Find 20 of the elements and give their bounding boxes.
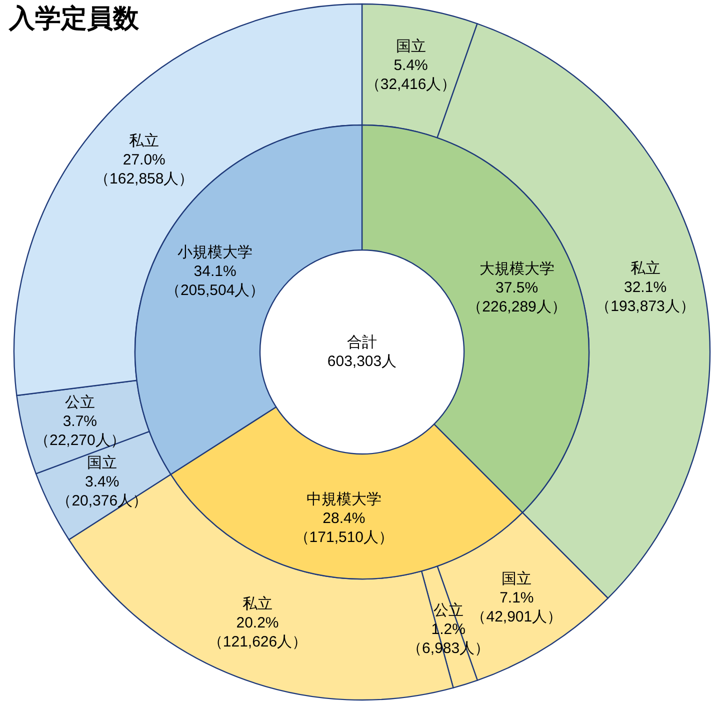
slice-label: 中規模大学 xyxy=(306,491,382,508)
slice-label: 国立 xyxy=(87,454,118,472)
slice-label: 大規模大学 xyxy=(479,260,554,278)
data-label: 32.1% （193,873人） xyxy=(596,279,695,316)
text: 合計 603,303人 xyxy=(327,334,397,370)
slice-label: 私立 xyxy=(242,596,272,613)
slice-label: 私立 xyxy=(630,260,660,278)
chart-title: 入学定員数 xyxy=(8,3,140,33)
data-label: 7.1% （42,901人） xyxy=(471,589,562,626)
data-label: 20.2% （121,626人） xyxy=(208,614,308,651)
data-label: 5.4% （32,416人） xyxy=(365,57,456,94)
slice-label: 私立 xyxy=(129,132,160,150)
data-label: 28.4% （171,510人） xyxy=(294,510,394,546)
slice-label: 公立 xyxy=(64,394,95,411)
slice-label: 国立 xyxy=(502,570,532,588)
slice-label: 小規模大学 xyxy=(178,244,253,262)
slice-label: 国立 xyxy=(396,38,426,56)
data-label: 37.5% （226,289人） xyxy=(467,279,566,316)
data-label: 34.1% （205,504人） xyxy=(165,263,265,300)
data-label: 27.0% （162,858人） xyxy=(94,151,194,188)
